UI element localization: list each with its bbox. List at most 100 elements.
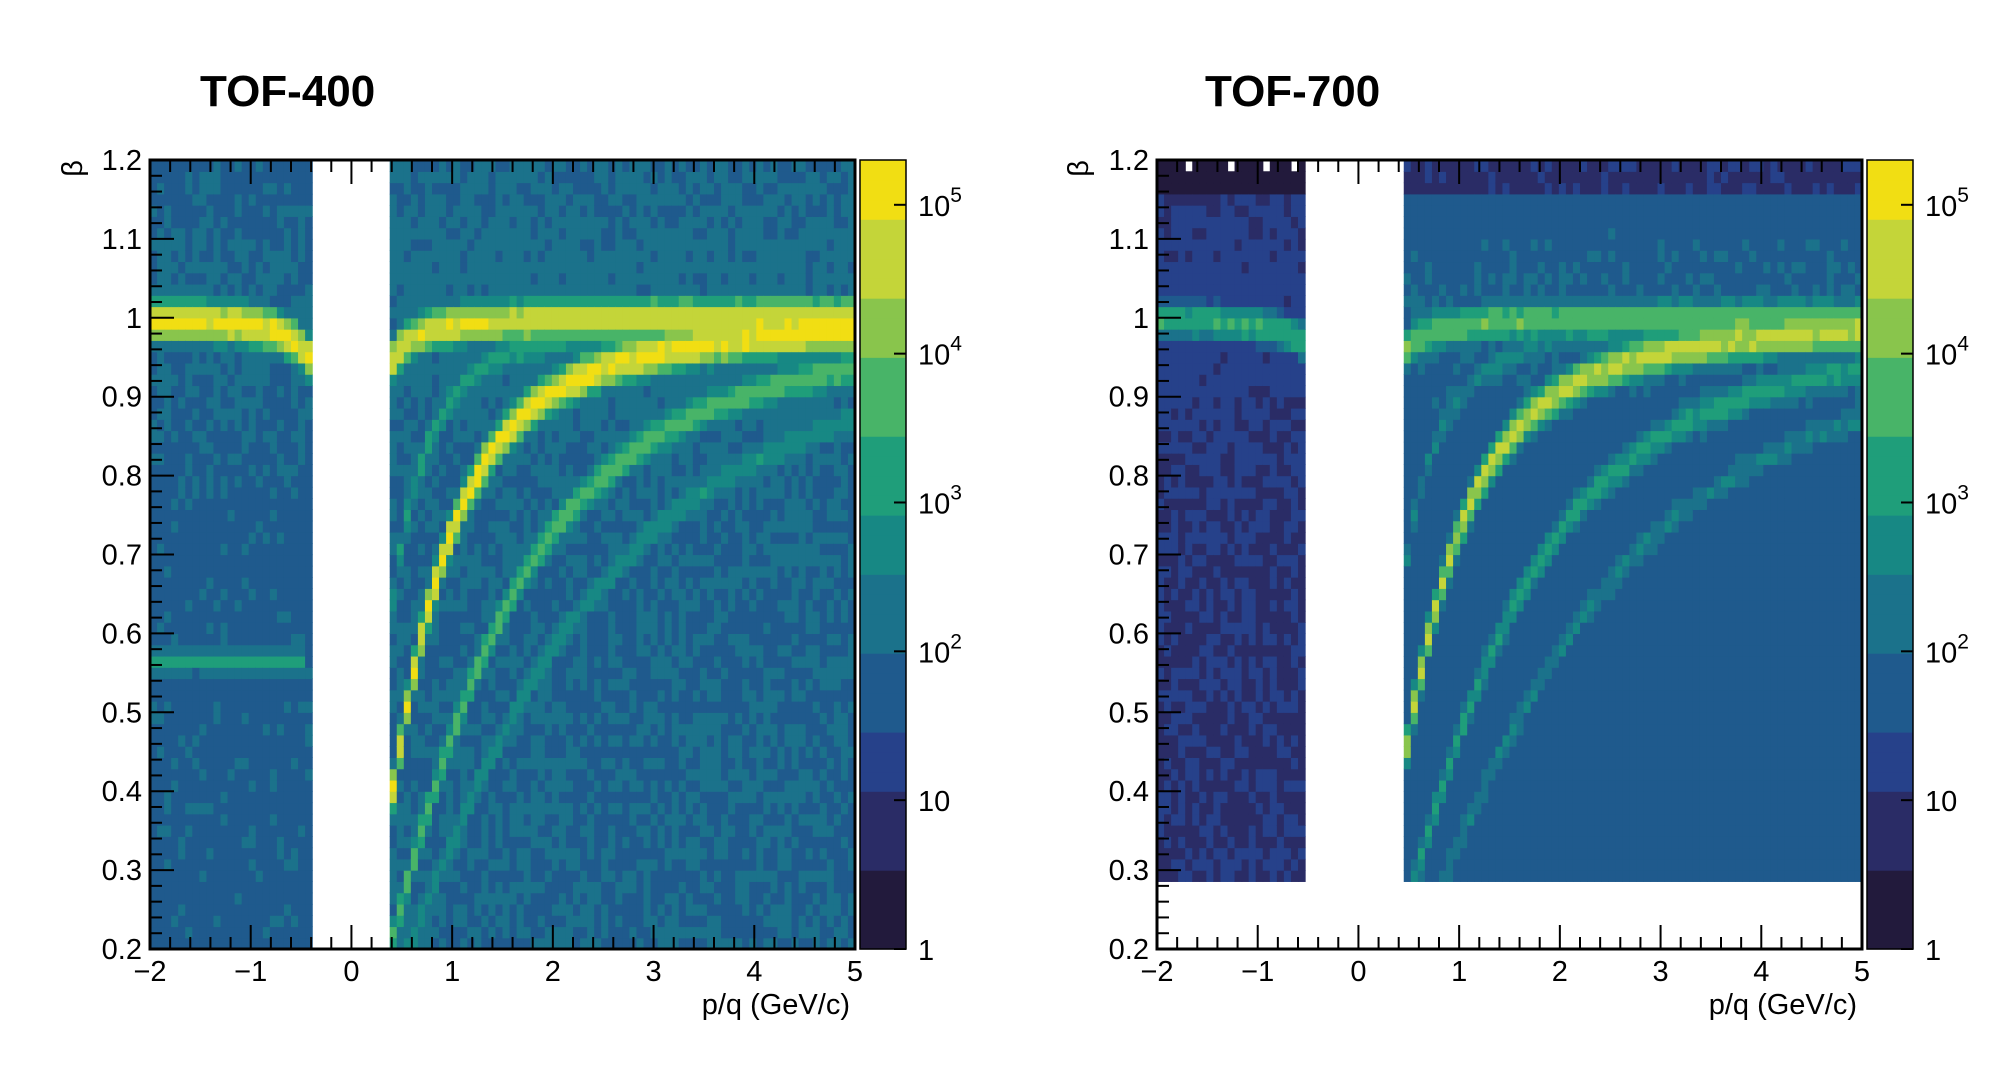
heatmap-cell [389,543,398,556]
heatmap-cell [396,283,405,296]
heatmap-cell [192,813,200,826]
heatmap-cell [276,667,285,680]
heatmap-cell [157,858,165,871]
heatmap-cell [446,385,454,398]
heatmap-cell [650,836,659,849]
heatmap-cell [481,250,489,263]
heatmap-cell [248,340,257,353]
heatmap-cell [439,937,447,950]
heatmap-cell [291,317,299,330]
heatmap-cell [615,283,623,296]
heatmap-cell [608,746,616,758]
heatmap-cell [185,182,193,195]
heatmap-cell [446,903,454,916]
heatmap-cell [657,610,666,623]
heatmap-cell [728,836,736,849]
heatmap-cell [298,205,306,217]
heatmap-cell [714,238,722,251]
heatmap-cell [417,746,426,758]
heatmap-cell [199,937,207,950]
heatmap-cell [565,160,574,172]
heatmap-cell [206,464,215,477]
heatmap-cell [714,825,722,837]
heatmap-cell [171,396,179,409]
heatmap-cell [615,520,623,533]
heatmap-cell [192,937,200,950]
heatmap-cell [410,317,419,330]
heatmap-cell [178,498,186,511]
heatmap-cell [488,723,497,736]
heatmap-cell [305,847,313,860]
heatmap-cell [643,678,652,691]
heatmap-cell [192,577,200,589]
heatmap-cell [150,701,158,713]
heatmap-cell [432,813,440,826]
heatmap-cell [509,498,518,511]
heatmap-cell [558,531,567,544]
heatmap-cell [276,419,285,432]
heatmap-cell [206,486,215,499]
heatmap-cell [587,160,595,172]
heatmap-cell [502,520,511,533]
heatmap-cell [213,667,222,680]
heatmap-cell [537,644,546,657]
heatmap-cell [157,644,165,657]
heatmap-cell [150,678,158,691]
heatmap-cell [714,667,722,680]
heatmap-cell [692,283,701,296]
heatmap-cell [615,633,623,646]
heatmap-cell [291,362,299,375]
heatmap-cell [502,531,511,544]
heatmap-cell [474,486,482,499]
heatmap-cell [530,577,539,589]
heatmap-cell [213,205,222,217]
heatmap-cell [587,746,595,758]
heatmap-cell [446,193,454,206]
heatmap-cell [580,847,588,860]
heatmap-cell [699,374,708,387]
heatmap-cell [185,588,193,601]
heatmap-cell [523,317,532,330]
heatmap-cell [573,701,581,713]
heatmap-cell [439,362,447,375]
heatmap-cell [678,836,687,849]
heatmap-cell [248,565,257,578]
heatmap-cell [262,813,271,826]
heatmap-cell [396,565,405,578]
heatmap-cell [558,317,567,330]
heatmap-cell [537,182,546,195]
heatmap-cell [453,610,461,623]
heatmap-cell [551,870,560,882]
heatmap-cell [199,599,207,612]
heatmap-cell [157,577,165,589]
heatmap-cell [488,317,497,330]
heatmap-cell [516,171,525,184]
heatmap-cell [502,227,511,240]
heatmap-cell [269,610,278,623]
heatmap-cell [544,531,553,544]
heatmap-cell [150,419,158,432]
heatmap-cell [305,329,313,341]
heatmap-cell [439,644,447,657]
heatmap-cell [291,858,299,871]
heatmap-cell [206,892,215,905]
heatmap-cell [544,362,553,375]
heatmap-cell [403,216,412,229]
heatmap-cell [558,712,567,725]
heatmap-cell [685,486,694,499]
heatmap-cell [157,723,165,736]
heatmap-cell [481,216,489,229]
heatmap-cell [629,802,638,815]
heatmap-cell [636,509,645,522]
heatmap-cell [650,453,659,465]
heatmap-cell [537,599,546,612]
heatmap-cell [594,903,602,916]
heatmap-cell [283,825,292,837]
heatmap-cell [396,577,405,589]
heatmap-cell [157,430,165,443]
heatmap-cell [587,836,595,849]
heatmap-cell [396,678,405,691]
heatmap-cell [269,599,278,612]
heatmap-cell [678,881,687,894]
heatmap-cell [432,250,440,263]
